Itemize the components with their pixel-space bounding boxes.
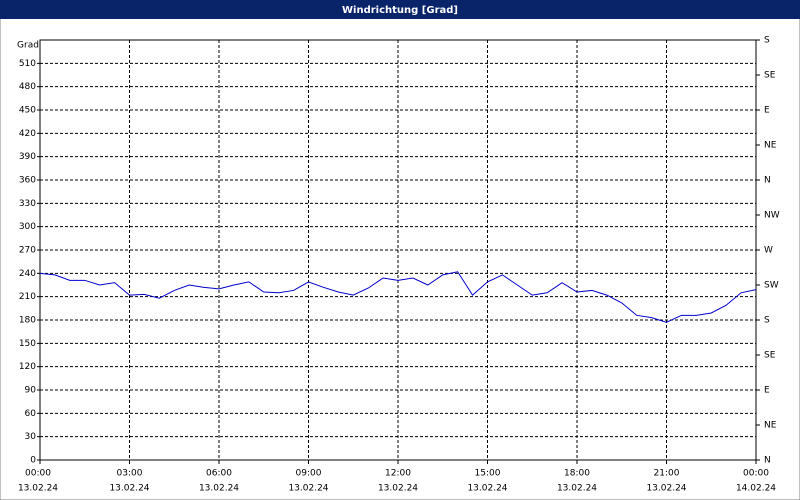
y-tick-label: 90 (25, 386, 37, 396)
x-tick-date: 14.02.24 (736, 484, 776, 494)
x-tick-label: 00:00 (743, 469, 769, 479)
x-tick-date: 13.02.24 (646, 484, 686, 494)
y-tick-label: 270 (19, 246, 36, 256)
x-tick-date: 13.02.24 (557, 484, 597, 494)
x-tick-label: 06:00 (206, 469, 232, 479)
data-line (39, 271, 757, 323)
y2-tick-label: NW (764, 211, 780, 221)
y-tick-label: 510 (19, 59, 36, 69)
x-tick-date: 13.02.24 (288, 484, 328, 494)
y2-tick-label: E (764, 386, 770, 396)
y-tick-label: 480 (19, 82, 36, 92)
x-tick-date: 13.02.24 (378, 484, 418, 494)
y2-tick-label: SE (764, 351, 776, 361)
x-tick-date: 13.02.24 (109, 484, 149, 494)
y-tick-label: 450 (19, 106, 36, 116)
y2-tick-label: S (764, 316, 770, 326)
y-axis-label: Grad (17, 41, 39, 51)
y-tick-label: 210 (19, 292, 36, 302)
x-tick-date: 13.02.24 (199, 484, 239, 494)
y-tick-label: 330 (19, 199, 36, 209)
y2-tick-label: W (764, 246, 773, 256)
x-tick-label: 03:00 (117, 469, 143, 479)
title-bar (0, 0, 800, 19)
y-tick-label: 420 (19, 129, 36, 139)
y2-tick-label: N (764, 456, 771, 466)
chart-title: Windrichtung [Grad] (342, 5, 458, 16)
y2-tick-label: S (764, 36, 770, 46)
y-tick-label: 180 (19, 316, 36, 326)
x-tick-label: 18:00 (564, 469, 590, 479)
y-tick-label: 120 (19, 362, 36, 372)
y2-tick-label: NE (764, 141, 777, 151)
y-tick-label: 60 (25, 409, 37, 419)
x-tick-date: 13.02.24 (18, 484, 58, 494)
y2-tick-label: E (764, 106, 770, 116)
y-tick-label: 360 (19, 176, 36, 186)
y-tick-label: 0 (30, 456, 36, 466)
y-tick-label: 30 (25, 432, 37, 442)
y-tick-label: 240 (19, 269, 36, 279)
x-tick-label: 21:00 (654, 469, 680, 479)
x-tick-label: 09:00 (296, 469, 322, 479)
y2-tick-label: SE (764, 71, 776, 81)
x-tick-label: 00:00 (25, 469, 51, 479)
y2-tick-label: SW (764, 281, 779, 291)
x-tick-label: 12:00 (385, 469, 411, 479)
y-tick-label: 150 (19, 339, 36, 349)
x-tick-date: 13.02.24 (467, 484, 507, 494)
x-tick-label: 15:00 (475, 469, 501, 479)
y-tick-label: 300 (19, 222, 36, 232)
y-tick-label: 390 (19, 152, 36, 162)
y2-tick-label: N (764, 176, 771, 186)
y2-tick-label: NE (764, 421, 777, 431)
